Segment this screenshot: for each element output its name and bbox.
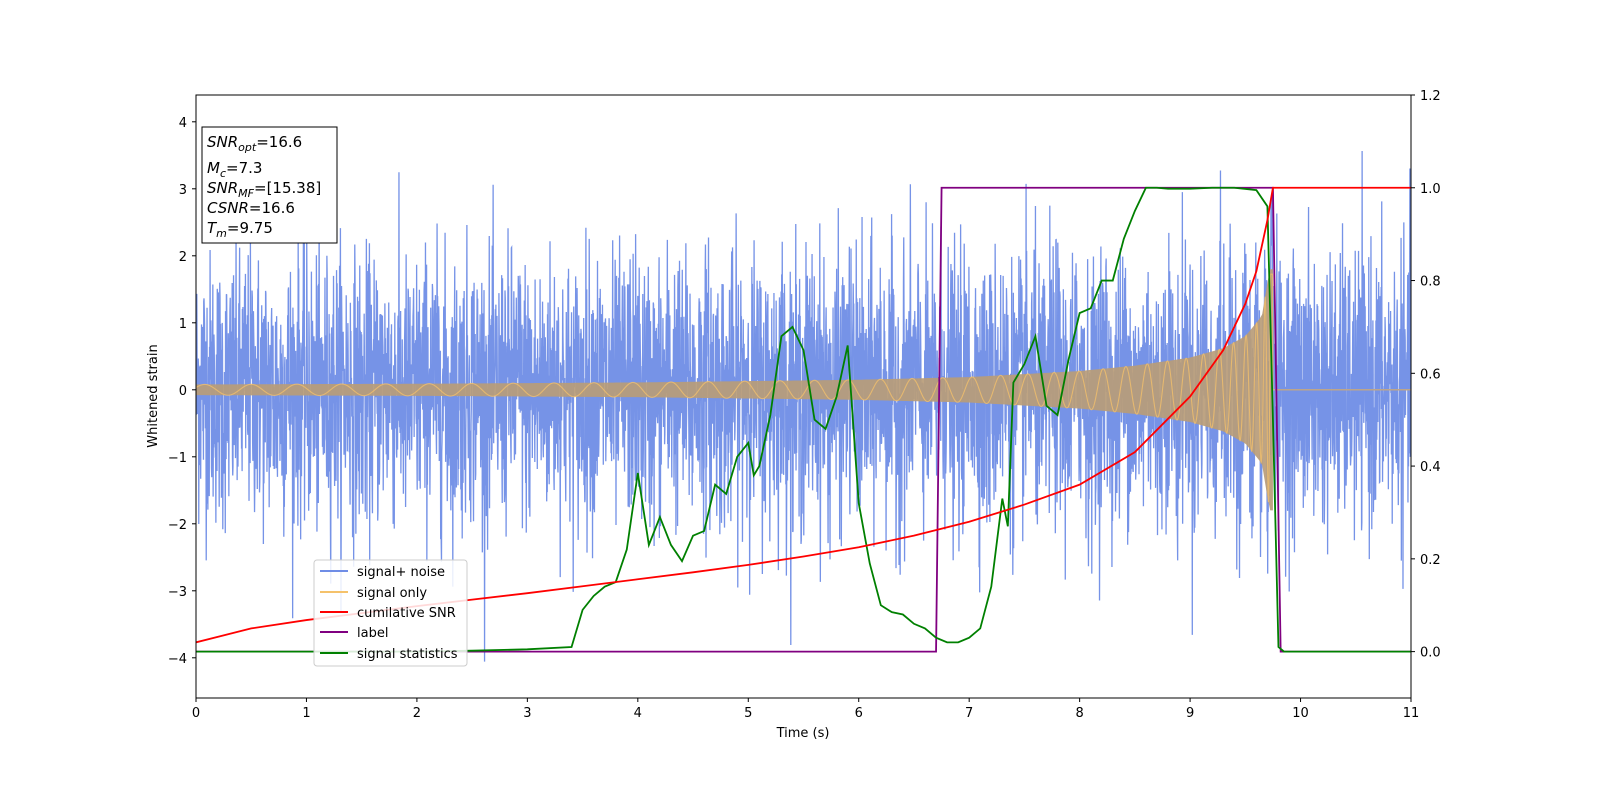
info-csnr-value: =16.6 [249, 199, 295, 217]
x-tick-label: 1 [302, 706, 310, 721]
y-axis-left: −4 −3 −2 −1 0 1 2 3 4 [168, 116, 196, 667]
y-left-tick-label: −2 [168, 518, 187, 533]
x-tick-label: 11 [1403, 706, 1420, 721]
x-axis: 0 1 2 3 4 5 6 7 8 9 10 11 [192, 698, 1419, 721]
info-tm: Tm=9.75 [207, 219, 273, 240]
legend-label-label: label [357, 626, 388, 641]
legend-label-signal-statistics: signal statistics [357, 647, 458, 662]
x-tick-label: 6 [855, 706, 863, 721]
y-left-tick-label: 3 [179, 183, 187, 198]
info-mc-sub: c [220, 167, 226, 180]
legend-label-signal-only: signal only [357, 586, 427, 601]
y-right-tick-label: 1.0 [1420, 182, 1441, 197]
y-axis-label: Whitened strain [146, 344, 161, 447]
info-snr-opt-value: =16.6 [256, 133, 302, 151]
info-snr-mf-value: =[15.38] [254, 179, 321, 197]
info-csnr-name: CSNR [207, 199, 249, 217]
info-tm-sub: m [216, 227, 227, 240]
y-axis-right: 0.0 0.2 0.4 0.6 0.8 1.0 1.2 [1411, 89, 1441, 661]
legend-label-cumulative-snr: cumilative SNR [357, 606, 456, 621]
x-tick-label: 9 [1186, 706, 1194, 721]
legend-frame [313, 559, 468, 667]
info-mc-value: =7.3 [226, 159, 262, 177]
x-axis-label: Time (s) [776, 726, 830, 741]
info-snr-mf: SNRMF=[15.38] [207, 179, 321, 200]
info-mc-name: M [207, 159, 220, 177]
y-left-tick-label: 0 [179, 384, 187, 399]
x-tick-label: 7 [965, 706, 973, 721]
x-tick-label: 5 [744, 706, 752, 721]
info-snr-opt-name: SNR [207, 133, 238, 151]
x-tick-label: 3 [523, 706, 531, 721]
y-right-tick-label: 0.6 [1420, 367, 1441, 382]
y-right-tick-label: 1.2 [1420, 89, 1441, 104]
info-snr-opt: SNRopt=16.6 [207, 133, 302, 154]
y-left-tick-label: 4 [179, 116, 187, 131]
info-tm-name: T [207, 219, 218, 237]
y-left-tick-label: −3 [168, 585, 187, 600]
legend: signal+ noise signal only cumilative SNR… [313, 559, 468, 667]
info-snr-opt-sub: opt [238, 141, 257, 154]
series-signal-statistics-line [196, 186, 1411, 653]
x-tick-label: 8 [1075, 706, 1083, 721]
y-left-tick-label: 1 [179, 317, 187, 332]
y-left-tick-label: −4 [168, 652, 187, 667]
info-tm-value: =9.75 [227, 219, 273, 237]
x-tick-label: 0 [192, 706, 200, 721]
y-right-tick-label: 0.2 [1420, 553, 1441, 568]
y-right-tick-label: 0.4 [1420, 460, 1441, 475]
x-tick-label: 2 [413, 706, 421, 721]
y-left-tick-label: 2 [179, 250, 187, 265]
info-box-frame [201, 126, 338, 244]
info-mc: Mc=7.3 [207, 159, 262, 180]
x-tick-label: 10 [1292, 706, 1309, 721]
info-snr-mf-sub: MF [238, 187, 254, 200]
series-signal-only-line [196, 273, 1411, 503]
info-csnr: CSNR=16.6 [207, 199, 295, 217]
plot-frame [195, 94, 1412, 699]
legend-label-signal-noise: signal+ noise [357, 565, 445, 580]
y-right-tick-label: 0.0 [1420, 646, 1441, 661]
series-signal-only-envelope [196, 269, 1273, 511]
info-snr-mf-name: SNR [207, 179, 238, 197]
info-box: SNRopt=16.6 Mc=7.3 SNRMF=[15.38] CSNR=16… [201, 126, 338, 244]
y-left-tick-label: −1 [168, 451, 187, 466]
y-right-tick-label: 0.8 [1420, 275, 1441, 290]
x-tick-label: 4 [634, 706, 642, 721]
